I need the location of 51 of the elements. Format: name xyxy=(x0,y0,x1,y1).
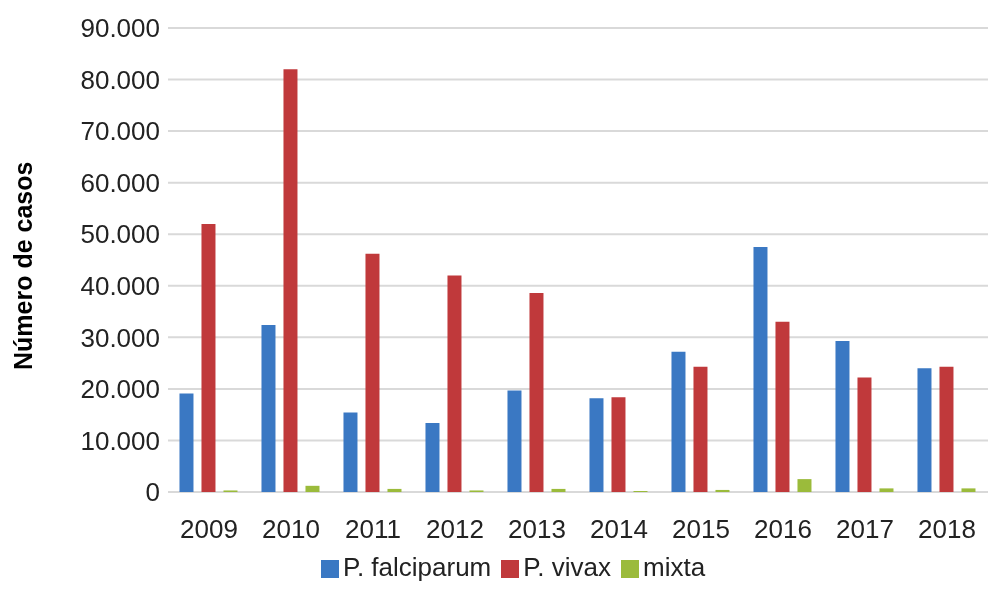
y-tick-label: 60.000 xyxy=(80,167,160,198)
x-tick-label: 2015 xyxy=(672,514,730,545)
x-tick-label: 2011 xyxy=(345,514,401,545)
bar xyxy=(693,366,708,492)
bar xyxy=(961,488,976,492)
y-tick-label: 10.000 xyxy=(80,425,160,456)
legend-label: mixta xyxy=(642,552,706,582)
bar xyxy=(551,488,566,492)
y-tick-label: 0 xyxy=(145,477,160,508)
bar xyxy=(589,398,604,492)
bar xyxy=(715,489,730,492)
bar xyxy=(939,366,954,492)
y-tick-label: 40.000 xyxy=(80,271,160,302)
bar xyxy=(857,377,872,492)
y-tick-label: 70.000 xyxy=(80,116,160,147)
bar xyxy=(305,485,320,492)
bar xyxy=(365,253,380,492)
bar xyxy=(775,321,790,492)
legend-label: P. falciparum xyxy=(342,552,492,582)
x-tick-label: 2017 xyxy=(836,514,894,545)
x-tick-label: 2018 xyxy=(918,514,976,545)
bar xyxy=(835,340,850,492)
x-tick-label: 2016 xyxy=(754,514,812,545)
bar xyxy=(797,479,812,492)
x-tick-label: 2009 xyxy=(180,514,238,545)
bar xyxy=(261,324,276,492)
legend-label: P. vivax xyxy=(523,552,611,582)
y-axis-title: Número de casos xyxy=(8,161,37,370)
x-tick-label: 2010 xyxy=(262,514,320,545)
bar xyxy=(343,412,358,492)
bar xyxy=(671,351,686,492)
bar xyxy=(879,488,894,492)
y-tick-label: 80.000 xyxy=(80,64,160,95)
bar xyxy=(201,223,216,492)
y-tick-label: 30.000 xyxy=(80,322,160,353)
bar xyxy=(529,293,544,492)
bar xyxy=(179,393,194,492)
bar xyxy=(507,390,522,492)
y-tick-label: 20.000 xyxy=(80,374,160,405)
bar xyxy=(283,69,298,492)
bar xyxy=(753,247,768,492)
x-tick-label: 2014 xyxy=(590,514,648,545)
bar xyxy=(425,422,440,492)
bar xyxy=(917,368,932,492)
y-tick-label: 50.000 xyxy=(80,219,160,250)
bar xyxy=(611,397,626,492)
bar xyxy=(387,488,402,492)
bar xyxy=(447,275,462,492)
x-tick-label: 2013 xyxy=(508,514,566,545)
x-tick-label: 2012 xyxy=(426,514,484,545)
y-tick-label: 90.000 xyxy=(80,13,160,44)
